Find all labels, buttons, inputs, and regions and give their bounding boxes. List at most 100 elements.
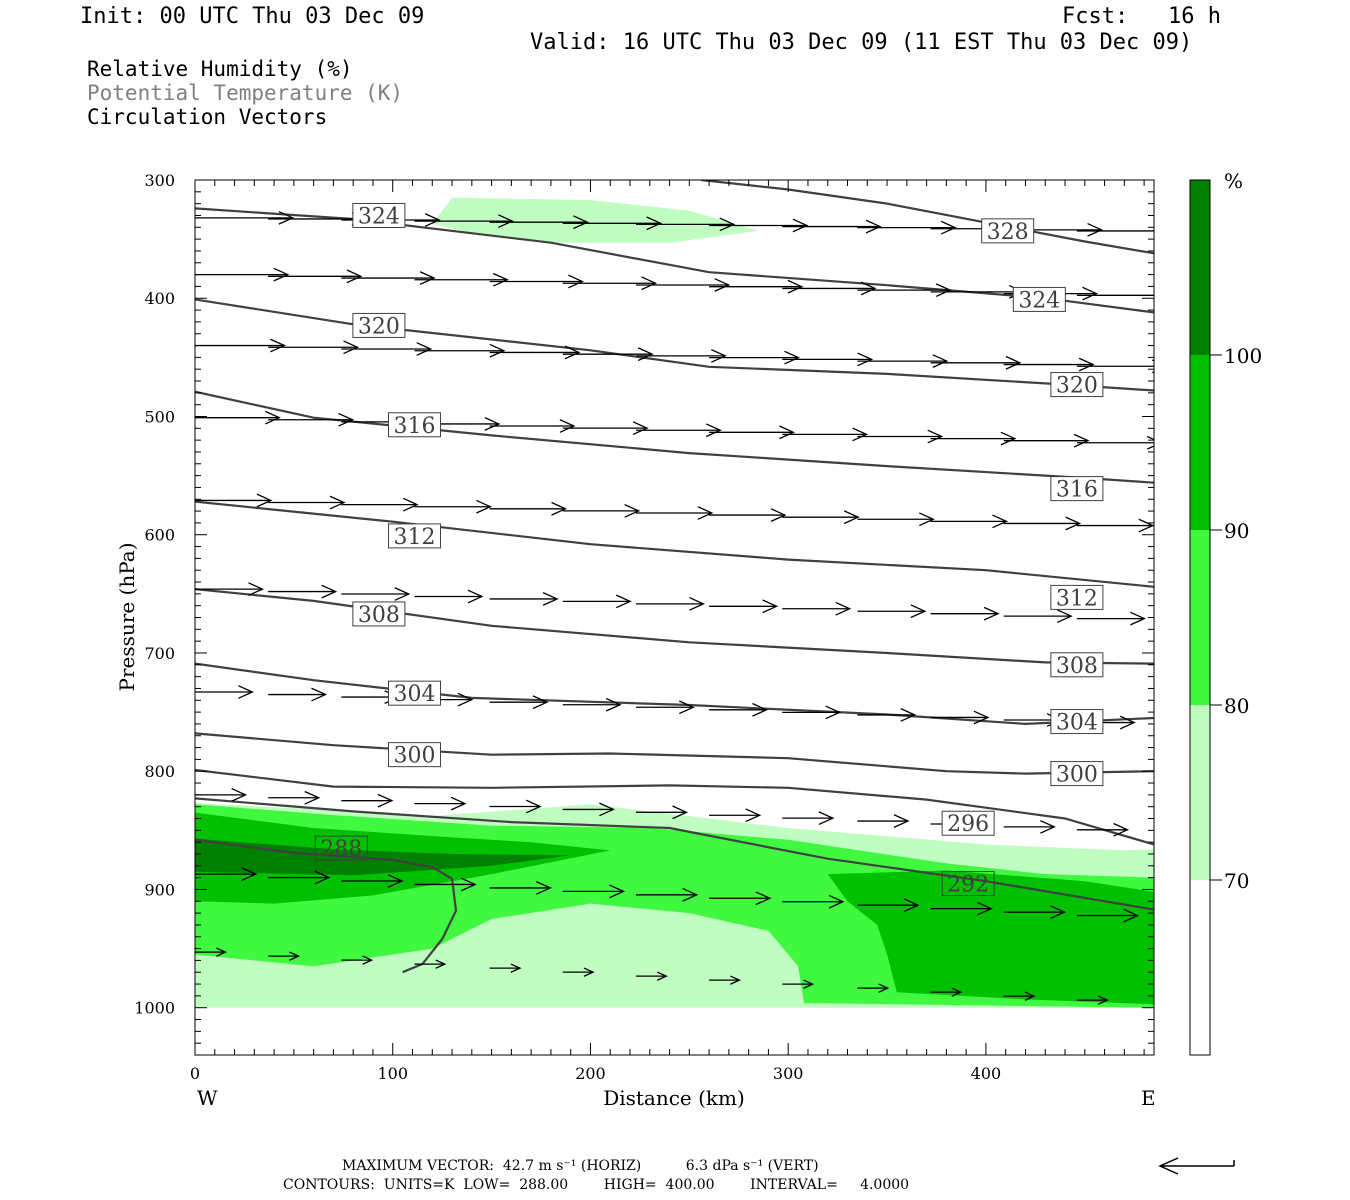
circulation-vector	[489, 345, 581, 360]
circulation-vector	[195, 867, 258, 881]
circulation-vector	[635, 423, 722, 438]
theta-contour-304	[195, 662, 1154, 726]
circulation-vector	[1076, 435, 1154, 450]
contour-label-300: 300	[1050, 761, 1104, 788]
colorbar-segment	[1190, 180, 1210, 355]
circulation-vector	[1003, 516, 1082, 531]
reference-vector	[1158, 1157, 1235, 1175]
circulation-vector	[268, 687, 328, 702]
circulation-vector	[635, 596, 705, 611]
theta-contour-300	[195, 732, 1154, 775]
circulation-vector	[635, 278, 731, 292]
circulation-vector	[709, 350, 801, 365]
circulation-vector	[1076, 294, 1154, 296]
theta-contour-328	[701, 180, 1154, 255]
circulation-vector	[857, 220, 957, 235]
circulation-vector	[489, 592, 559, 606]
x-tick-label: 300	[773, 1064, 804, 1083]
circulation-vector	[562, 697, 622, 712]
circulation-vector	[635, 887, 699, 902]
rh-fill-70	[432, 197, 759, 243]
circulation-vector	[857, 429, 944, 444]
circulation-vector	[635, 217, 736, 232]
y-tick-label: 300	[144, 171, 175, 190]
circulation-vector	[930, 606, 1000, 621]
circulation-vector	[782, 281, 877, 296]
circulation-vector	[709, 808, 762, 823]
circulation-vector	[857, 283, 952, 298]
y-tick-label: 900	[144, 880, 175, 899]
circulation-vector	[414, 499, 492, 514]
circulation-vector	[782, 219, 882, 234]
colorbar-segment	[1190, 705, 1210, 880]
contour-label-text: 324	[1018, 288, 1060, 313]
contour-label-text: 308	[1056, 654, 1098, 679]
contour-label-text: 308	[358, 603, 400, 628]
circulation-vector	[635, 971, 668, 981]
circulation-vector	[1003, 819, 1056, 834]
circulation-vector	[782, 894, 845, 909]
y-tick-label: 700	[144, 644, 175, 663]
circulation-vector	[489, 695, 549, 710]
circulation-vector	[635, 506, 714, 520]
circulation-vector	[782, 427, 869, 442]
theta-contour-296	[195, 768, 1154, 846]
contour-label-text: 316	[393, 414, 435, 439]
circulation-vector	[930, 431, 1017, 446]
circulation-vector	[635, 700, 695, 715]
circulation-vector	[562, 276, 658, 291]
circulation-vector	[1076, 908, 1140, 923]
circulation-vector	[709, 702, 769, 717]
circulation-vector	[857, 814, 910, 828]
circulation-vector	[782, 352, 874, 367]
circulation-vector	[195, 267, 290, 282]
circulation-vector	[635, 349, 727, 363]
y-tick-label: 500	[144, 407, 175, 426]
circulation-vector	[782, 601, 852, 616]
contour-label-text: 296	[947, 812, 989, 837]
circulation-vector	[268, 269, 363, 284]
colorbar-segment	[1190, 880, 1210, 1055]
circulation-vector	[1003, 905, 1067, 920]
circulation-vector	[414, 343, 506, 358]
circulation-vector	[414, 959, 447, 969]
y-tick-label: 1000	[134, 999, 175, 1018]
contour-label-text: 312	[393, 525, 435, 550]
contour-label-text: 300	[393, 744, 435, 769]
circulation-vector	[268, 340, 360, 355]
contour-info: CONTOURS: UNITS=K LOW= 288.00 HIGH= 400.…	[283, 1177, 910, 1193]
circulation-vector	[562, 884, 626, 899]
contour-label-316: 316	[1050, 476, 1104, 503]
contour-label-text: 304	[1056, 711, 1098, 736]
circulation-vector	[489, 215, 590, 230]
contour-label-text: 288	[320, 837, 362, 862]
y-tick-label: 800	[144, 762, 175, 781]
contour-label-text: 320	[358, 314, 400, 339]
circulation-vector	[562, 347, 654, 362]
circulation-vector	[930, 901, 993, 916]
circulation-vector	[341, 497, 419, 512]
circulation-vector	[782, 705, 842, 720]
theta-contour-308	[195, 588, 1154, 665]
valid-time: Valid: 16 UTC Thu 03 Dec 09 (11 EST Thu …	[530, 30, 1193, 55]
circulation-vector	[414, 877, 477, 892]
contour-label-304: 304	[387, 680, 441, 707]
circulation-vector	[1003, 991, 1036, 1001]
contour-label-288: 288	[314, 835, 368, 862]
theta-contour-320	[195, 298, 1154, 392]
contour-label-308: 308	[1050, 652, 1104, 679]
colorbar-level-label: 70	[1224, 869, 1249, 893]
circulation-vector	[709, 425, 795, 440]
circulation-vector	[709, 508, 787, 522]
circulation-vector	[1003, 433, 1090, 448]
x-tick-label: 200	[575, 1064, 606, 1083]
colorbar-unit: %	[1224, 169, 1243, 193]
circulation-vector	[562, 802, 615, 817]
circulation-vector	[1076, 359, 1154, 374]
circulation-vector	[1076, 822, 1130, 837]
rh-fill-100	[195, 838, 571, 876]
circulation-vector	[489, 419, 576, 433]
contour-label-text: 320	[1056, 374, 1098, 399]
circulation-vector	[268, 790, 321, 805]
circulation-vector	[1003, 609, 1073, 624]
